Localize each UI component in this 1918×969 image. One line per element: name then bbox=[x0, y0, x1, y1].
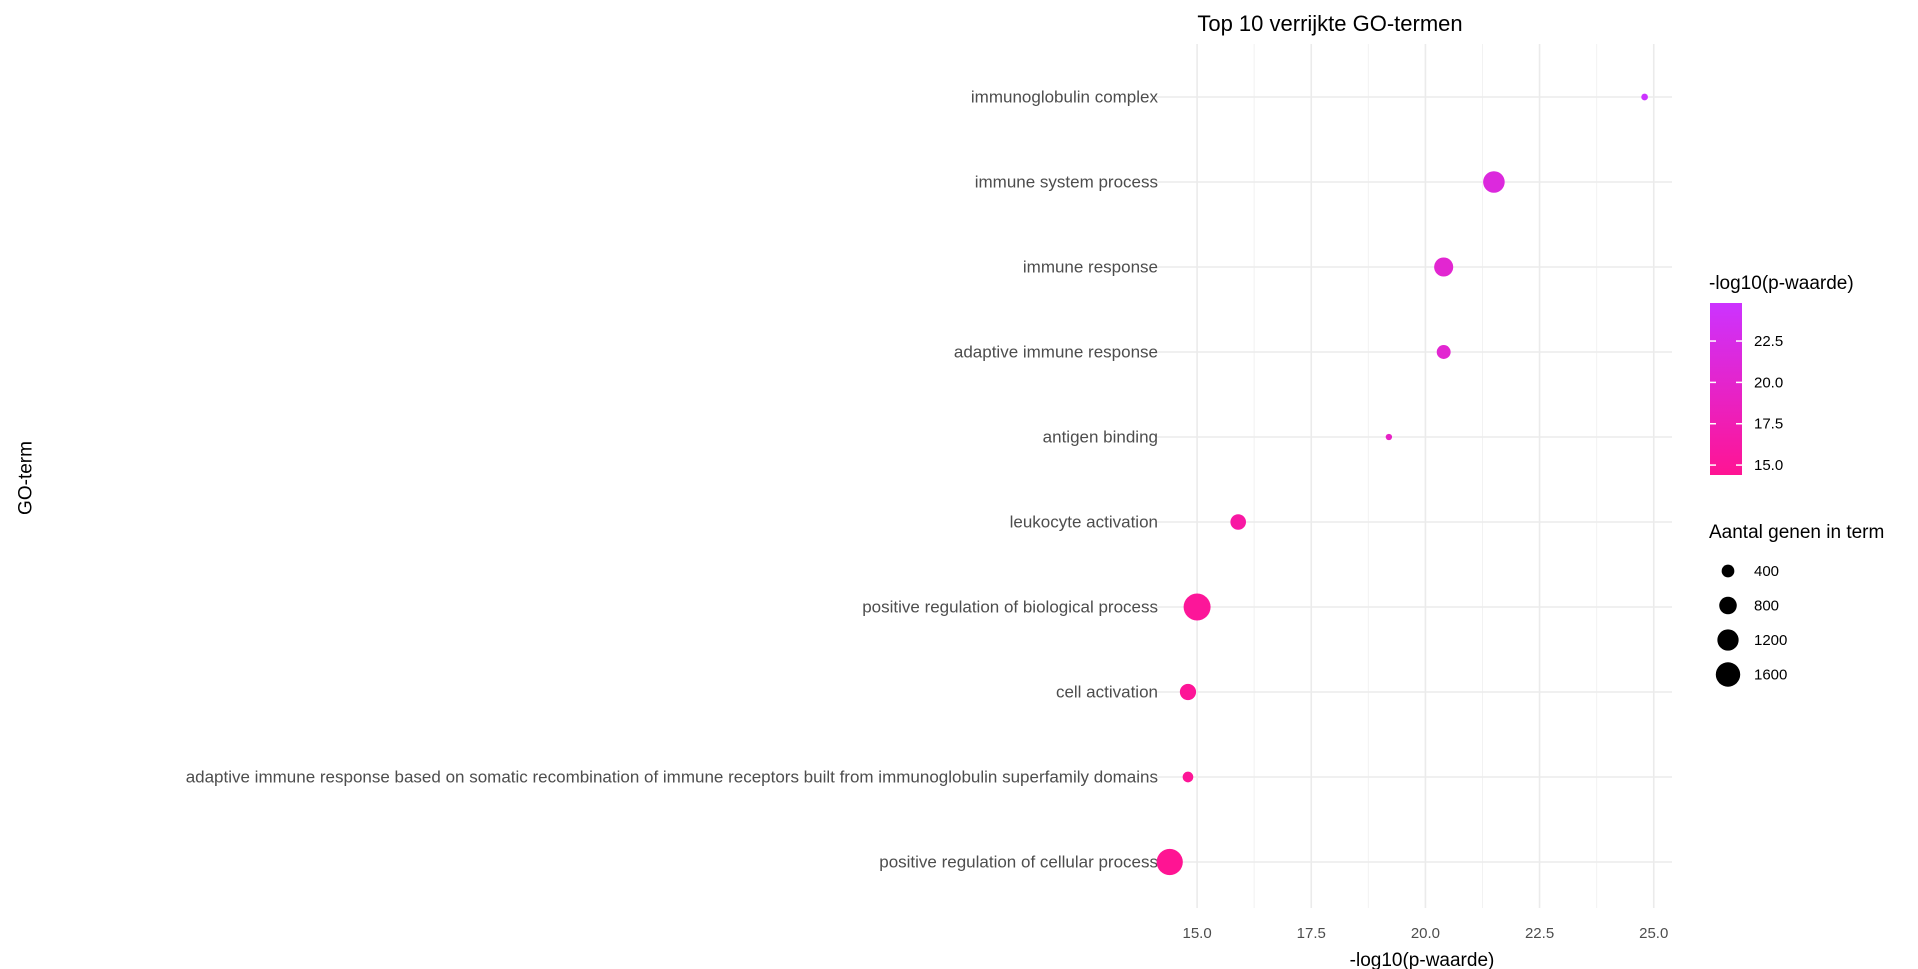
size-legend-label: 1200 bbox=[1754, 632, 1787, 649]
size-legend-title: Aantal genen in term bbox=[1709, 522, 1884, 543]
x-axis-title: -log10(p-waarde) bbox=[1350, 950, 1495, 969]
data-point bbox=[1385, 433, 1393, 441]
data-point bbox=[1436, 345, 1451, 359]
category-label: immune system process bbox=[975, 173, 1158, 192]
color-legend-title: -log10(p-waarde) bbox=[1709, 273, 1854, 294]
category-label: adaptive immune response bbox=[954, 343, 1158, 362]
data-point bbox=[1483, 171, 1505, 193]
category-label: antigen binding bbox=[1043, 428, 1158, 447]
size-legend-items: 400 800 1200 1600 bbox=[1715, 563, 1787, 687]
size-legend-circle bbox=[1715, 662, 1741, 687]
colorbar bbox=[1710, 303, 1742, 475]
x-axis-ticks: 15.0 17.5 20.0 22.5 25.0 bbox=[1182, 925, 1668, 942]
category-label: cell activation bbox=[1056, 683, 1158, 702]
category-label: immunoglobulin complex bbox=[971, 88, 1159, 107]
data-point bbox=[1183, 593, 1211, 621]
x-tick-label: 17.5 bbox=[1297, 925, 1326, 942]
category-label: positive regulation of biological proces… bbox=[862, 598, 1158, 617]
data-point bbox=[1182, 771, 1194, 783]
colorbar-ticks: 15.0 17.5 20.0 22.5 bbox=[1710, 333, 1783, 474]
category-labels: immunoglobulin complex immune system proc… bbox=[186, 88, 1159, 872]
color-legend: -log10(p-waarde) 15.0 17.5 20.0 22.5 bbox=[1709, 273, 1854, 475]
colorbar-tick-label: 20.0 bbox=[1754, 374, 1783, 391]
x-tick-label: 25.0 bbox=[1639, 925, 1668, 942]
category-label: leukocyte activation bbox=[1010, 513, 1158, 532]
x-tick-label: 20.0 bbox=[1411, 925, 1440, 942]
category-label: immune response bbox=[1023, 258, 1158, 277]
category-label: adaptive immune response based on somati… bbox=[186, 768, 1158, 787]
chart-title: Top 10 verrijkte GO-termen bbox=[1197, 11, 1462, 36]
y-axis-title: GO-term bbox=[16, 441, 37, 515]
data-point bbox=[1156, 848, 1183, 876]
category-label: positive regulation of cellular process bbox=[879, 853, 1158, 872]
colorbar-tick-label: 15.0 bbox=[1754, 457, 1783, 474]
colorbar-tick-label: 17.5 bbox=[1754, 416, 1783, 433]
data-point bbox=[1179, 683, 1197, 701]
size-legend-label: 1600 bbox=[1754, 667, 1787, 684]
size-legend-label: 800 bbox=[1754, 598, 1779, 615]
data-point bbox=[1230, 514, 1246, 530]
x-tick-label: 15.0 bbox=[1182, 925, 1211, 942]
colorbar-tick-label: 22.5 bbox=[1754, 333, 1783, 350]
x-tick-label: 22.5 bbox=[1525, 925, 1554, 942]
data-point bbox=[1434, 257, 1454, 277]
size-legend-circle bbox=[1721, 564, 1735, 578]
size-legend-label: 400 bbox=[1754, 563, 1779, 580]
size-legend-circle bbox=[1719, 596, 1737, 615]
grid-layer bbox=[1156, 44, 1672, 908]
data-point bbox=[1641, 93, 1648, 101]
data-points bbox=[1156, 93, 1648, 876]
size-legend: Aantal genen in term 400 800 1200 1600 bbox=[1709, 522, 1884, 687]
size-legend-circle bbox=[1717, 629, 1739, 651]
